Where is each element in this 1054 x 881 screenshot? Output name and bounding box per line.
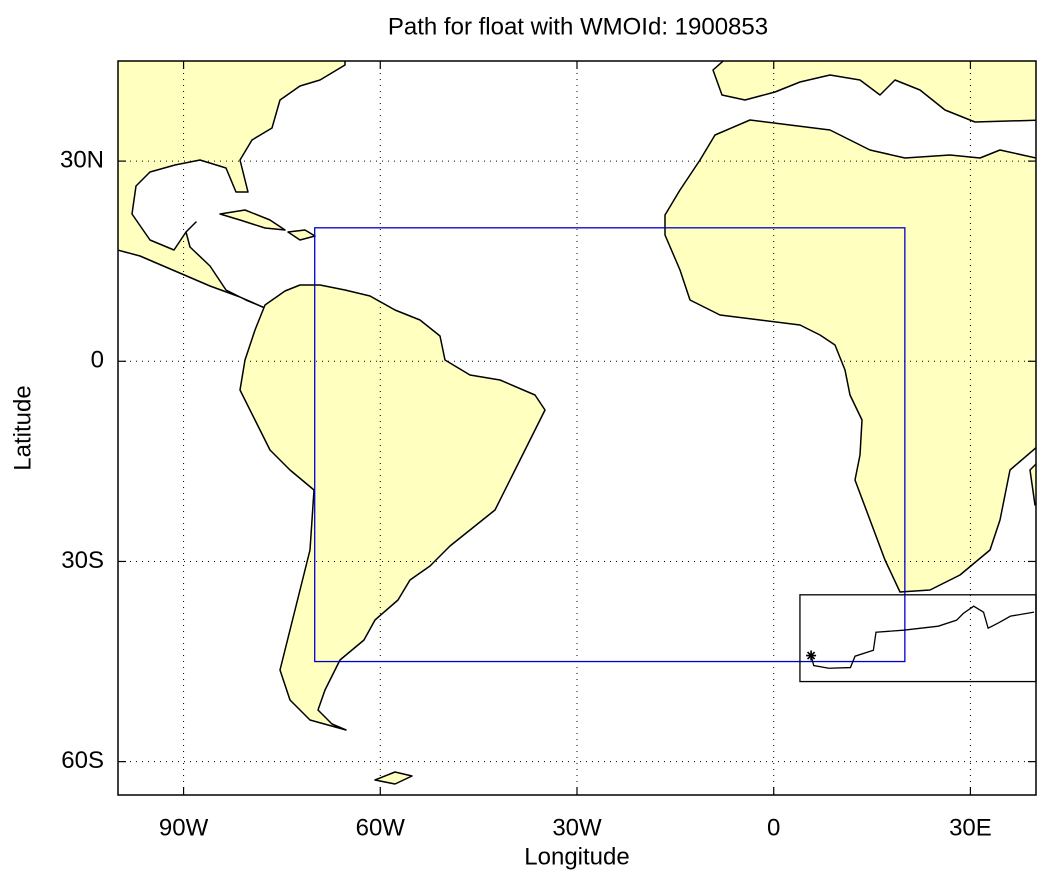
y-tick-label: 0	[91, 347, 104, 374]
land-layer	[118, 61, 1036, 785]
x-tick-label: 0	[767, 814, 780, 841]
zoom-box	[799, 594, 1037, 683]
x-tick-label: 30E	[949, 814, 992, 841]
region-box	[314, 227, 906, 663]
x-axis-label: Longitude	[524, 843, 629, 870]
cuba	[219, 209, 286, 231]
y-tick-label: 30N	[60, 146, 104, 173]
float-path	[810, 605, 1035, 669]
y-tick-label: 60S	[61, 747, 104, 774]
south-america	[239, 284, 546, 731]
antarctic-peninsula	[374, 771, 413, 785]
europe	[712, 61, 1036, 123]
y-axis-label: Latitude	[9, 385, 36, 470]
north-america	[118, 61, 346, 309]
madagascar	[1029, 462, 1036, 506]
y-tick-label: 30S	[61, 547, 104, 574]
x-tick-label: 90W	[159, 814, 209, 841]
africa	[664, 119, 1036, 593]
x-tick-label: 60W	[356, 814, 406, 841]
hispaniola	[287, 229, 316, 241]
start-marker	[806, 650, 817, 661]
x-tick-label: 30W	[552, 814, 602, 841]
map-title: Path for float with WMOId: 1900853	[388, 13, 768, 40]
